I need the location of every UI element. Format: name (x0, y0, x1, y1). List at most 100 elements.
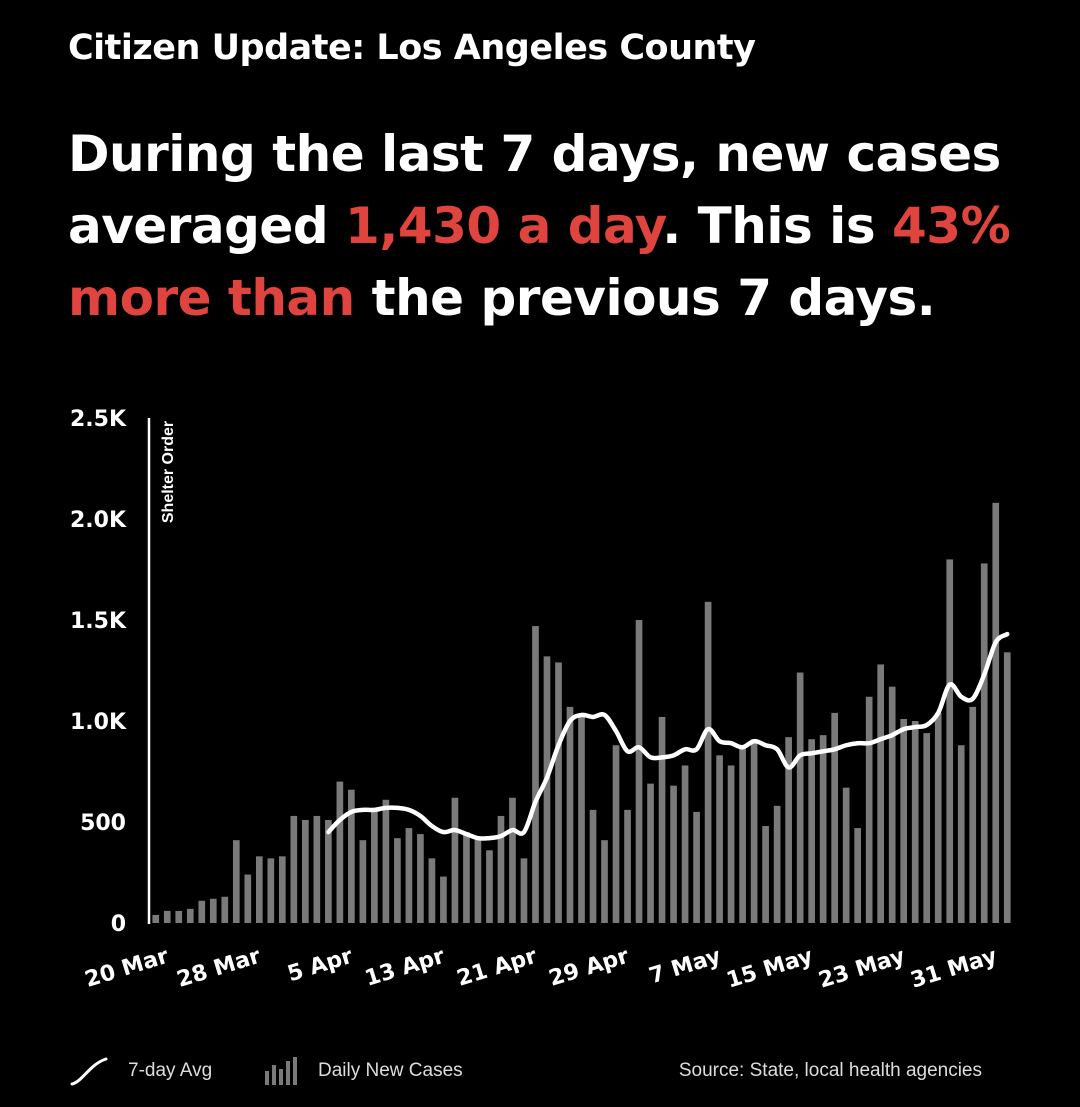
x-tick-label: 7 May (646, 944, 723, 989)
bar (1003, 652, 1011, 923)
headline: During the last 7 days, new cases averag… (68, 118, 1048, 334)
bar (900, 718, 908, 923)
bar (428, 858, 436, 923)
bar (681, 765, 689, 923)
bar (670, 785, 677, 923)
bar (209, 898, 217, 923)
bar (969, 706, 977, 923)
bar (348, 789, 355, 923)
bar (946, 559, 954, 923)
bar (543, 656, 551, 923)
bar (221, 896, 229, 923)
bar (854, 828, 861, 923)
x-tick-label: 29 Apr (546, 944, 632, 992)
bar (555, 662, 562, 923)
bar (486, 850, 493, 923)
bar (359, 840, 367, 923)
bar (382, 799, 390, 923)
bar (198, 900, 206, 923)
x-tick-label: 21 Apr (454, 944, 540, 992)
bar (727, 765, 735, 923)
bar (232, 840, 240, 923)
bar (474, 836, 482, 923)
bar (325, 819, 332, 923)
bar (255, 856, 263, 923)
x-tick-label: 13 Apr (362, 944, 448, 992)
headline-highlight-percent: 43% more than (68, 197, 1011, 327)
bar (808, 739, 815, 923)
bar (785, 737, 792, 923)
x-tick-label: 5 Apr (285, 944, 356, 987)
bar (394, 838, 401, 923)
y-tick-label: 0 (111, 912, 126, 937)
shelter-order-label: Shelter Order (160, 421, 177, 523)
bar (520, 858, 528, 923)
bar (704, 601, 712, 923)
x-tick-label: 20 Mar (82, 944, 172, 993)
x-tick-label: 23 May (816, 944, 908, 994)
page-title: Citizen Update: Los Angeles County (68, 28, 756, 68)
daily-bars (152, 502, 1011, 923)
bar (819, 735, 827, 923)
bar (152, 914, 160, 923)
headline-text-3: the previous 7 days. (354, 269, 936, 327)
bar (417, 834, 424, 923)
headline-highlight-average: 1,430 a day (345, 197, 663, 255)
bar (278, 856, 286, 923)
bar (463, 832, 470, 923)
headline-text-2: . This is (662, 197, 892, 255)
bar (750, 739, 758, 923)
bar (911, 721, 919, 923)
cases-chart: 0 500 1.0K 1.5K 2.0K 2.5K Shelter Order 20 Ma… (70, 407, 1011, 994)
y-tick-label: 2.0K (70, 508, 127, 533)
bar (175, 910, 183, 923)
x-axis: 20 Mar 28 Mar 5 Apr 13 Apr 21 Apr 29 Apr 7 May… (82, 944, 1000, 994)
bar (451, 797, 459, 923)
line-legend-icon (70, 1057, 108, 1086)
bar (992, 502, 1000, 923)
bar (831, 712, 838, 923)
bar (647, 783, 654, 923)
bar (589, 809, 597, 923)
bar (923, 733, 931, 923)
bar (739, 747, 746, 923)
y-tick-label: 500 (80, 811, 126, 836)
legend-avg: 7-day Avg (70, 1054, 212, 1088)
bar (693, 811, 700, 923)
bar (980, 563, 988, 923)
bar (497, 815, 505, 923)
x-tick-label: 15 May (724, 944, 816, 994)
bar (716, 755, 723, 923)
bar (163, 910, 171, 923)
bar (302, 819, 309, 923)
bar (601, 840, 608, 923)
bar (612, 745, 620, 923)
bar (578, 714, 585, 923)
bar (244, 874, 252, 923)
bar (186, 908, 194, 923)
y-tick-label: 1.0K (70, 710, 127, 735)
bar (842, 787, 850, 923)
bar (773, 805, 781, 923)
bar (509, 797, 516, 923)
bar (267, 858, 275, 923)
legend-daily: Daily New Cases (264, 1054, 463, 1088)
bars-legend-icon (265, 1057, 297, 1085)
bar (566, 706, 574, 923)
bar (877, 664, 885, 923)
y-tick-label: 2.5K (70, 407, 127, 432)
bar (440, 876, 447, 923)
y-axis: 0 500 1.0K 1.5K 2.0K 2.5K (70, 407, 127, 937)
source-note: Source: State, local health agencies (678, 1060, 982, 1081)
legend-avg-label: 7-day Avg (128, 1060, 213, 1081)
headline-text-1: During the last 7 days, new cases averag… (68, 125, 1001, 255)
bar (336, 781, 344, 923)
bar (762, 826, 769, 923)
bar (532, 626, 539, 923)
seven-day-avg-line (326, 631, 1010, 841)
bar (658, 716, 666, 923)
bar (865, 696, 873, 923)
bar (934, 712, 942, 923)
bar (290, 815, 298, 923)
bar (371, 807, 378, 923)
